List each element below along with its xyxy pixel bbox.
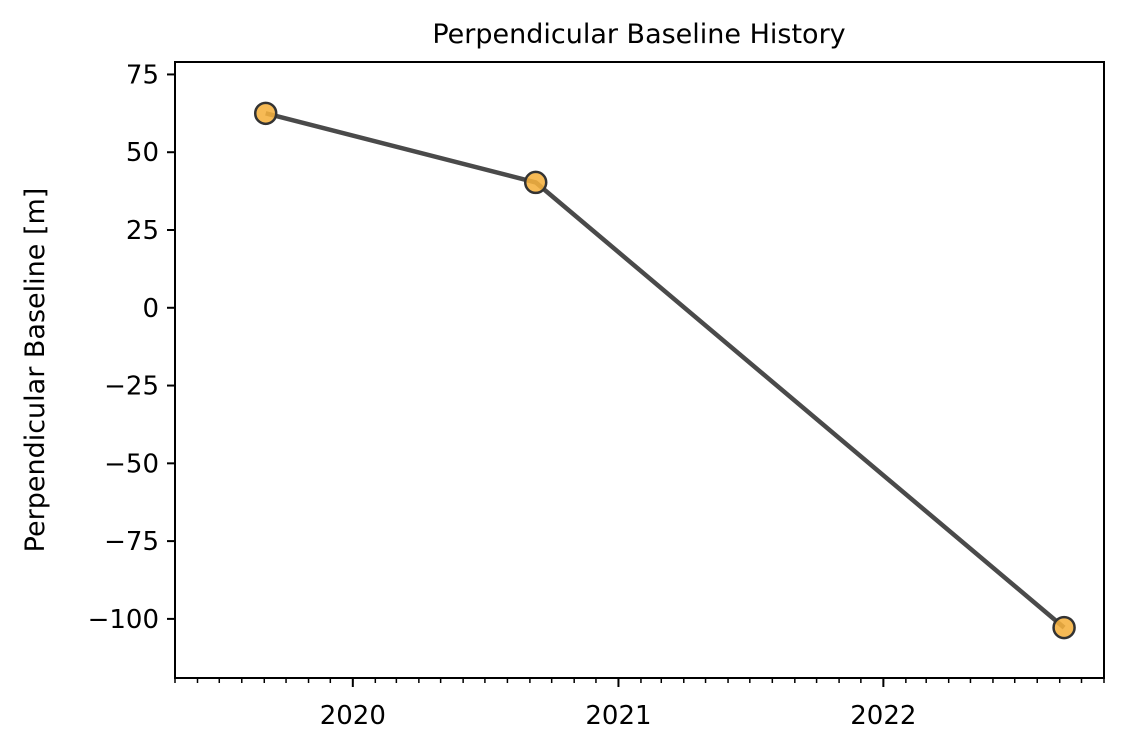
x-tick-label: 2021 <box>585 701 651 731</box>
y-tick-label: −25 <box>104 372 159 402</box>
y-tick-label: 25 <box>126 216 159 246</box>
data-point <box>523 170 548 195</box>
plot-frame <box>174 61 1105 679</box>
y-tick-label: −100 <box>88 605 159 635</box>
y-tick-label: −50 <box>104 449 159 479</box>
x-tick-label: 2022 <box>850 701 916 731</box>
data-point <box>253 101 278 126</box>
y-tick-label: 0 <box>142 294 159 324</box>
y-tick-label: 75 <box>126 60 159 90</box>
data-point <box>1052 615 1076 640</box>
y-tick-label: −75 <box>104 527 159 557</box>
plot-area: 75 50 25 0 −25 −50 −75 −100 2020 2021 2022 <box>88 60 1105 731</box>
y-axis-label: Perpendicular Baseline [m] <box>20 188 51 553</box>
x-tick-label: 2020 <box>320 701 386 731</box>
y-tick-label: 50 <box>126 138 159 168</box>
chart-title: Perpendicular Baseline History <box>432 19 845 50</box>
